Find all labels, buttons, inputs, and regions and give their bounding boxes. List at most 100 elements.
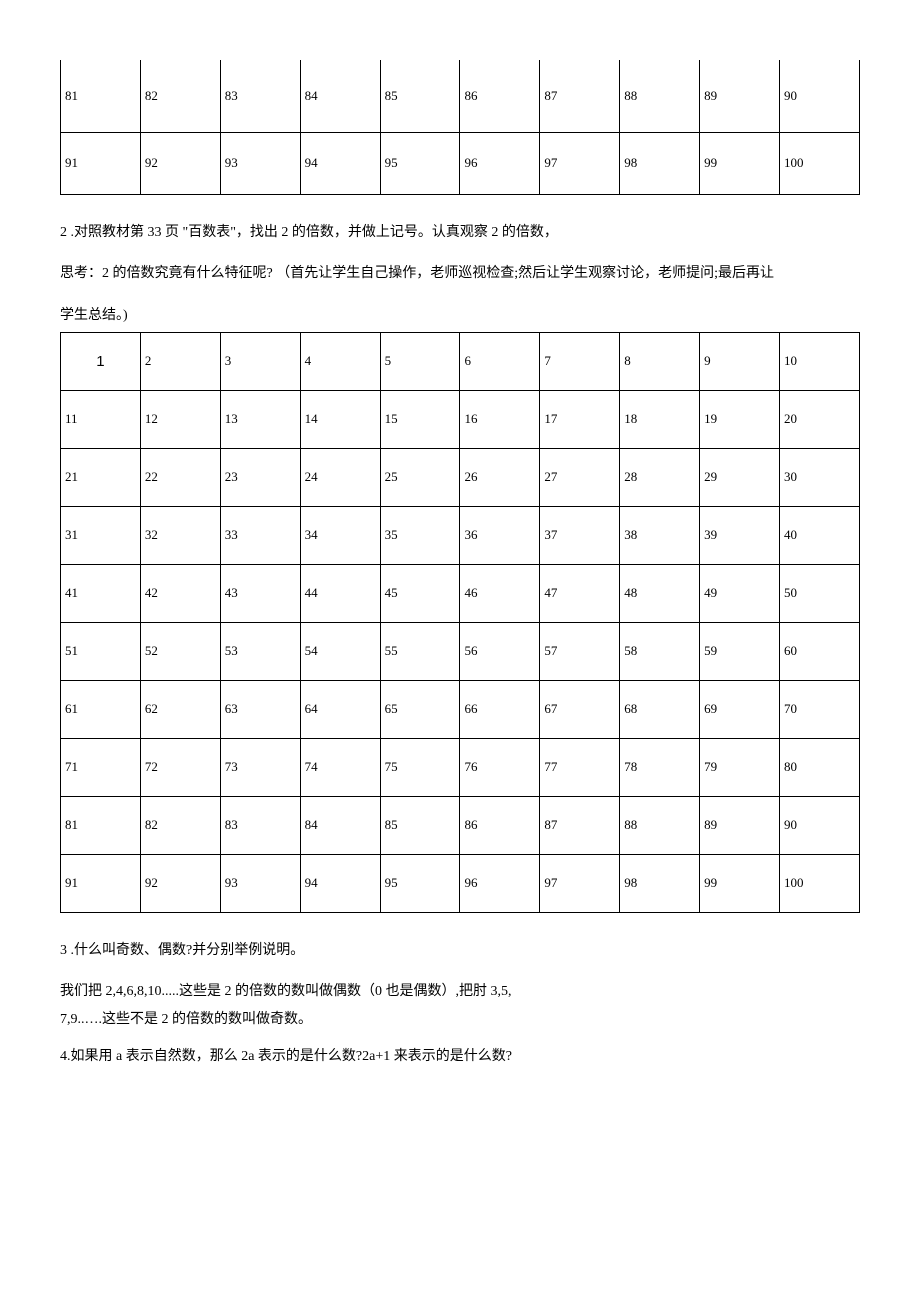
table-cell: 3 [220, 332, 300, 390]
table-cell: 70 [780, 680, 860, 738]
table-cell: 48 [620, 564, 700, 622]
table-cell: 76 [460, 738, 540, 796]
table-cell: 22 [140, 448, 220, 506]
table-cell: 73 [220, 738, 300, 796]
table-cell: 99 [700, 132, 780, 194]
paragraph-q3-title: 3 .什么叫奇数、偶数?并分别举例说明。 [60, 939, 860, 963]
table-cell: 96 [460, 854, 540, 912]
table-cell: 94 [300, 854, 380, 912]
table-cell: 4 [300, 332, 380, 390]
table-cell: 90 [780, 60, 860, 132]
table-cell: 26 [460, 448, 540, 506]
table-cell: 80 [780, 738, 860, 796]
table-cell: 61 [61, 680, 141, 738]
table-cell: 88 [620, 60, 700, 132]
table-cell: 79 [700, 738, 780, 796]
partial-hundred-table: 81 82 83 84 85 86 87 88 89 90 91 92 93 9… [60, 60, 860, 195]
table-cell: 6 [460, 332, 540, 390]
table-cell: 15 [380, 390, 460, 448]
table-cell: 81 [61, 60, 141, 132]
table-cell: 59 [700, 622, 780, 680]
table-cell: 99 [700, 854, 780, 912]
table-cell: 32 [140, 506, 220, 564]
table-cell: 98 [620, 854, 700, 912]
table-cell: 88 [620, 796, 700, 854]
table-row: 51525354555657585960 [61, 622, 860, 680]
paragraph-q2-summary: 学生总结。) [60, 304, 860, 328]
table-cell: 85 [380, 60, 460, 132]
table-row: 919293949596979899100 [61, 854, 860, 912]
paragraph-q3-line2: 7,9..….这些不是 2 的倍数的数叫做奇数。 [60, 1009, 860, 1031]
table-row: 41424344454647484950 [61, 564, 860, 622]
table-cell: 1 [61, 332, 141, 390]
table-row: 12345678910 [61, 332, 860, 390]
table-cell: 44 [300, 564, 380, 622]
table-cell: 83 [220, 60, 300, 132]
table-cell: 93 [220, 132, 300, 194]
table-row: 31323334353637383940 [61, 506, 860, 564]
table-cell: 31 [61, 506, 141, 564]
table-cell: 89 [700, 60, 780, 132]
table-cell: 87 [540, 60, 620, 132]
table-cell: 87 [540, 796, 620, 854]
table-cell: 24 [300, 448, 380, 506]
table-cell: 90 [780, 796, 860, 854]
table-cell: 68 [620, 680, 700, 738]
table-cell: 55 [380, 622, 460, 680]
hundred-table-body: 1234567891011121314151617181920212223242… [61, 332, 860, 912]
table-row: 61626364656667686970 [61, 680, 860, 738]
table-cell: 5 [380, 332, 460, 390]
table-cell: 81 [61, 796, 141, 854]
table-cell: 84 [300, 796, 380, 854]
table-cell: 16 [460, 390, 540, 448]
table-cell: 19 [700, 390, 780, 448]
paragraph-q2-think: 思考：2 的倍数究竟有什么特征呢? （首先让学生自己操作，老师巡视检查;然后让学… [60, 262, 860, 286]
table-cell: 20 [780, 390, 860, 448]
table-cell: 74 [300, 738, 380, 796]
paragraph-q4: 4.如果用 a 表示自然数，那么 2a 表示的是什么数?2a+1 来表示的是什么… [60, 1045, 860, 1069]
table-cell: 82 [140, 60, 220, 132]
table-cell: 41 [61, 564, 141, 622]
table-cell: 39 [700, 506, 780, 564]
table-cell: 66 [460, 680, 540, 738]
table-cell: 50 [780, 564, 860, 622]
table-cell: 30 [780, 448, 860, 506]
table-cell: 13 [220, 390, 300, 448]
table-cell: 34 [300, 506, 380, 564]
table-cell: 67 [540, 680, 620, 738]
table-row: 71727374757677787980 [61, 738, 860, 796]
table-cell: 46 [460, 564, 540, 622]
table-cell: 28 [620, 448, 700, 506]
table-cell: 29 [700, 448, 780, 506]
table-cell: 98 [620, 132, 700, 194]
table-cell: 27 [540, 448, 620, 506]
table-cell: 85 [380, 796, 460, 854]
table-cell: 77 [540, 738, 620, 796]
table-cell: 63 [220, 680, 300, 738]
table-cell: 11 [61, 390, 141, 448]
table-cell: 60 [780, 622, 860, 680]
table-cell: 91 [61, 854, 141, 912]
table-row: 11121314151617181920 [61, 390, 860, 448]
table-cell: 65 [380, 680, 460, 738]
table-cell: 8 [620, 332, 700, 390]
table-cell: 10 [780, 332, 860, 390]
table-cell: 53 [220, 622, 300, 680]
table-cell: 91 [61, 132, 141, 194]
table-cell: 96 [460, 132, 540, 194]
table-cell: 36 [460, 506, 540, 564]
table-cell: 7 [540, 332, 620, 390]
table-cell: 2 [140, 332, 220, 390]
table-cell: 72 [140, 738, 220, 796]
table-cell: 12 [140, 390, 220, 448]
table-cell: 37 [540, 506, 620, 564]
table-row: 21222324252627282930 [61, 448, 860, 506]
table-cell: 58 [620, 622, 700, 680]
table-cell: 95 [380, 854, 460, 912]
table-cell: 97 [540, 132, 620, 194]
paragraph-q3-line1: 我们把 2,4,6,8,10.....这些是 2 的倍数的数叫做偶数（0 也是偶… [60, 981, 860, 1003]
table-cell: 64 [300, 680, 380, 738]
table-cell: 97 [540, 854, 620, 912]
table-cell: 14 [300, 390, 380, 448]
table-cell: 100 [780, 854, 860, 912]
